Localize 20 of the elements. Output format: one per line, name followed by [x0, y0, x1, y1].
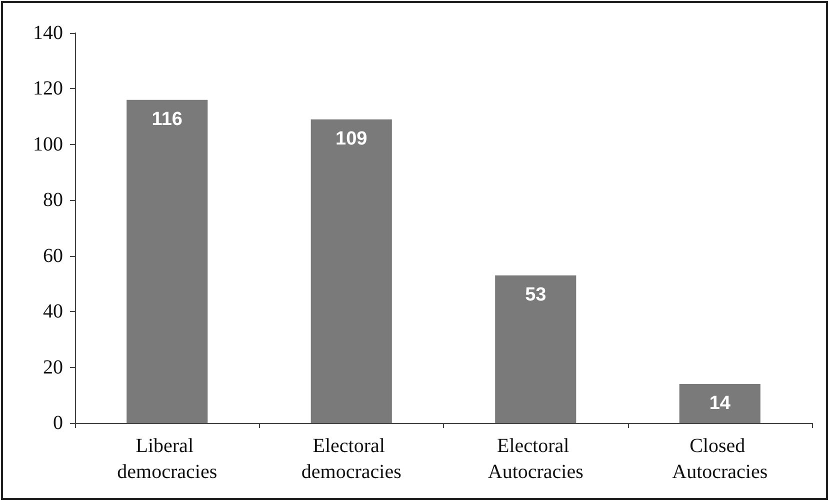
bar — [495, 275, 576, 423]
y-tick-label: 20 — [43, 356, 63, 378]
y-tick-label: 60 — [43, 244, 63, 267]
y-tick-label: 120 — [33, 78, 63, 100]
data-label: 14 — [709, 393, 731, 414]
x-tick-label: Closed Autocracies — [672, 435, 768, 483]
x-tick-label: Liberal democracies — [117, 435, 218, 483]
bar — [126, 100, 208, 423]
y-tick-label: 140 — [33, 22, 63, 44]
data-label: 116 — [152, 108, 182, 130]
x-tick-label: Electoral democracies — [301, 435, 402, 483]
data-label: 53 — [525, 284, 546, 306]
y-tick-label: 0 — [53, 412, 63, 434]
x-tick-label: Electoral Autocracies — [488, 435, 584, 483]
data-label: 109 — [336, 128, 368, 150]
y-tick-label: 100 — [33, 133, 63, 156]
bar — [310, 119, 392, 423]
bar — [679, 384, 760, 423]
y-tick-label: 40 — [43, 300, 63, 323]
y-tick-label: 80 — [43, 189, 63, 212]
